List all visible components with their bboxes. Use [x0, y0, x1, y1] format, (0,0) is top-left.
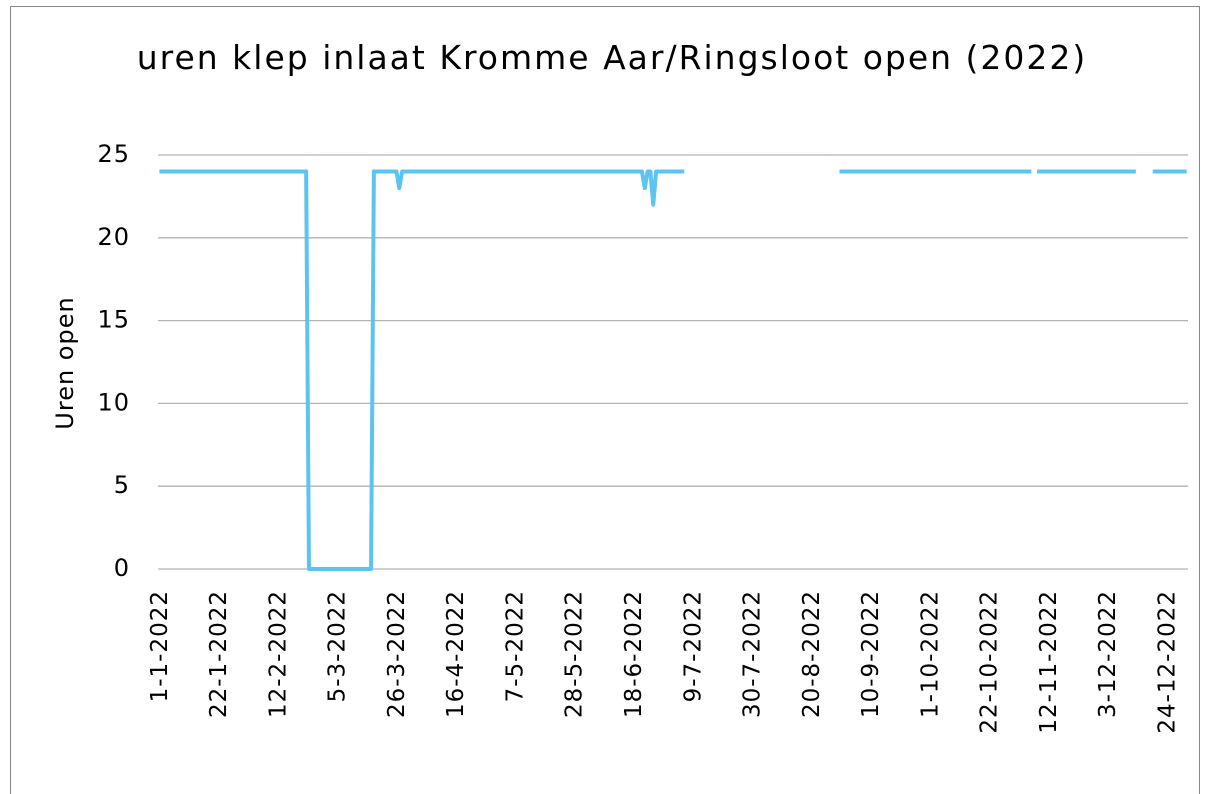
x-tick-label: 24-12-2022	[1154, 590, 1180, 734]
chart-frame	[10, 6, 1200, 794]
y-axis-label: Uren open	[51, 296, 79, 429]
y-tick-label: 25	[97, 140, 130, 168]
x-tick-label: 9-7-2022	[680, 590, 706, 702]
chart-title: uren klep inlaat Kromme Aar/Ringsloot op…	[136, 38, 1088, 77]
x-tick-label: 12-2-2022	[265, 590, 291, 718]
y-tick-label: 15	[97, 306, 130, 334]
x-tick-label: 22-1-2022	[206, 590, 232, 718]
x-tick-label: 28-5-2022	[562, 590, 588, 718]
data-line	[159, 169, 1187, 571]
x-tick-label: 30-7-2022	[740, 590, 766, 718]
x-tick-label: 20-8-2022	[799, 590, 825, 718]
y-tick-label: 20	[97, 223, 130, 251]
x-tick-label: 1-10-2022	[917, 590, 943, 718]
y-tick-label: 5	[114, 471, 130, 499]
y-tick-label: 0	[114, 554, 130, 582]
x-tick-label: 10-9-2022	[858, 590, 884, 718]
x-tick-label: 22-10-2022	[977, 590, 1003, 734]
x-tick-label: 1-1-2022	[147, 590, 173, 702]
x-tick-label: 12-11-2022	[1036, 590, 1062, 734]
x-tick-label: 7-5-2022	[502, 590, 528, 702]
x-tick-label: 3-12-2022	[1095, 590, 1121, 718]
x-tick-label: 5-3-2022	[325, 590, 351, 702]
x-tick-label: 16-4-2022	[443, 590, 469, 718]
y-tick-label: 10	[97, 388, 130, 416]
x-tick-label: 18-6-2022	[621, 590, 647, 718]
x-tick-label: 26-3-2022	[384, 590, 410, 718]
